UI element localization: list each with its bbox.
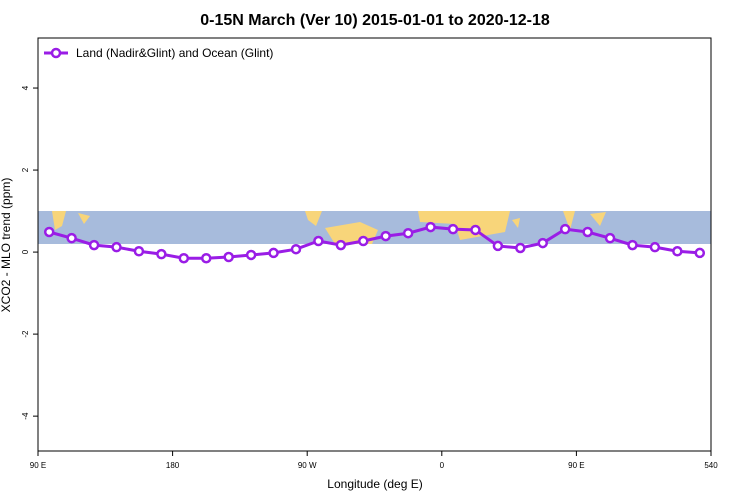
x-tick-label: 90 E: [568, 461, 584, 470]
x-tick-label: 0: [440, 461, 445, 470]
x-axis-label: Longitude (deg E): [327, 477, 422, 491]
land: [590, 212, 606, 226]
y-tick-label: 2: [21, 167, 30, 172]
x-tick-label: 90 E: [30, 461, 46, 470]
point: [223, 251, 234, 263]
point: [245, 249, 257, 261]
point: [447, 223, 459, 235]
point: [582, 226, 593, 238]
point: [537, 237, 548, 249]
land: [305, 211, 322, 226]
land: [78, 213, 90, 224]
point: [313, 235, 324, 247]
point: [649, 241, 661, 253]
plot-frame: [37, 37, 712, 452]
x-tick-label: 540: [704, 461, 718, 470]
point: [358, 235, 369, 247]
point: [425, 221, 436, 233]
point: [178, 252, 190, 264]
y-axis-label: XCO2 - MLO trend (ppm): [0, 178, 13, 313]
point: [88, 239, 100, 251]
legend-marker: [50, 47, 62, 59]
x-tick-label: 180: [166, 461, 180, 470]
point: [156, 248, 167, 260]
point: [492, 240, 504, 252]
point: [470, 224, 481, 236]
land: [563, 211, 575, 230]
x-tick-label: 90 W: [298, 461, 317, 470]
chart-title: 0-15N March (Ver 10) 2015-01-01 to 2020-…: [200, 12, 550, 29]
point: [694, 247, 706, 259]
point: [201, 252, 212, 264]
point: [111, 241, 122, 253]
point: [559, 223, 571, 235]
point: [268, 247, 279, 259]
point: [43, 226, 55, 238]
point: [402, 227, 414, 239]
point: [672, 246, 683, 257]
y-tick-label: -4: [21, 412, 30, 420]
point: [335, 239, 347, 251]
y-tick-label: 0: [21, 249, 30, 254]
point: [290, 243, 302, 255]
y-tick-label: -2: [21, 330, 30, 338]
point: [133, 246, 145, 257]
point: [66, 232, 77, 244]
point: [380, 230, 391, 242]
legend-label: Land (Nadir&Glint) and Ocean (Glint): [76, 46, 273, 60]
point: [627, 239, 638, 251]
point: [604, 232, 616, 244]
point: [515, 242, 526, 254]
y-tick-label: 4: [21, 85, 30, 90]
land: [52, 211, 66, 230]
land: [512, 218, 520, 228]
land: [418, 211, 510, 240]
